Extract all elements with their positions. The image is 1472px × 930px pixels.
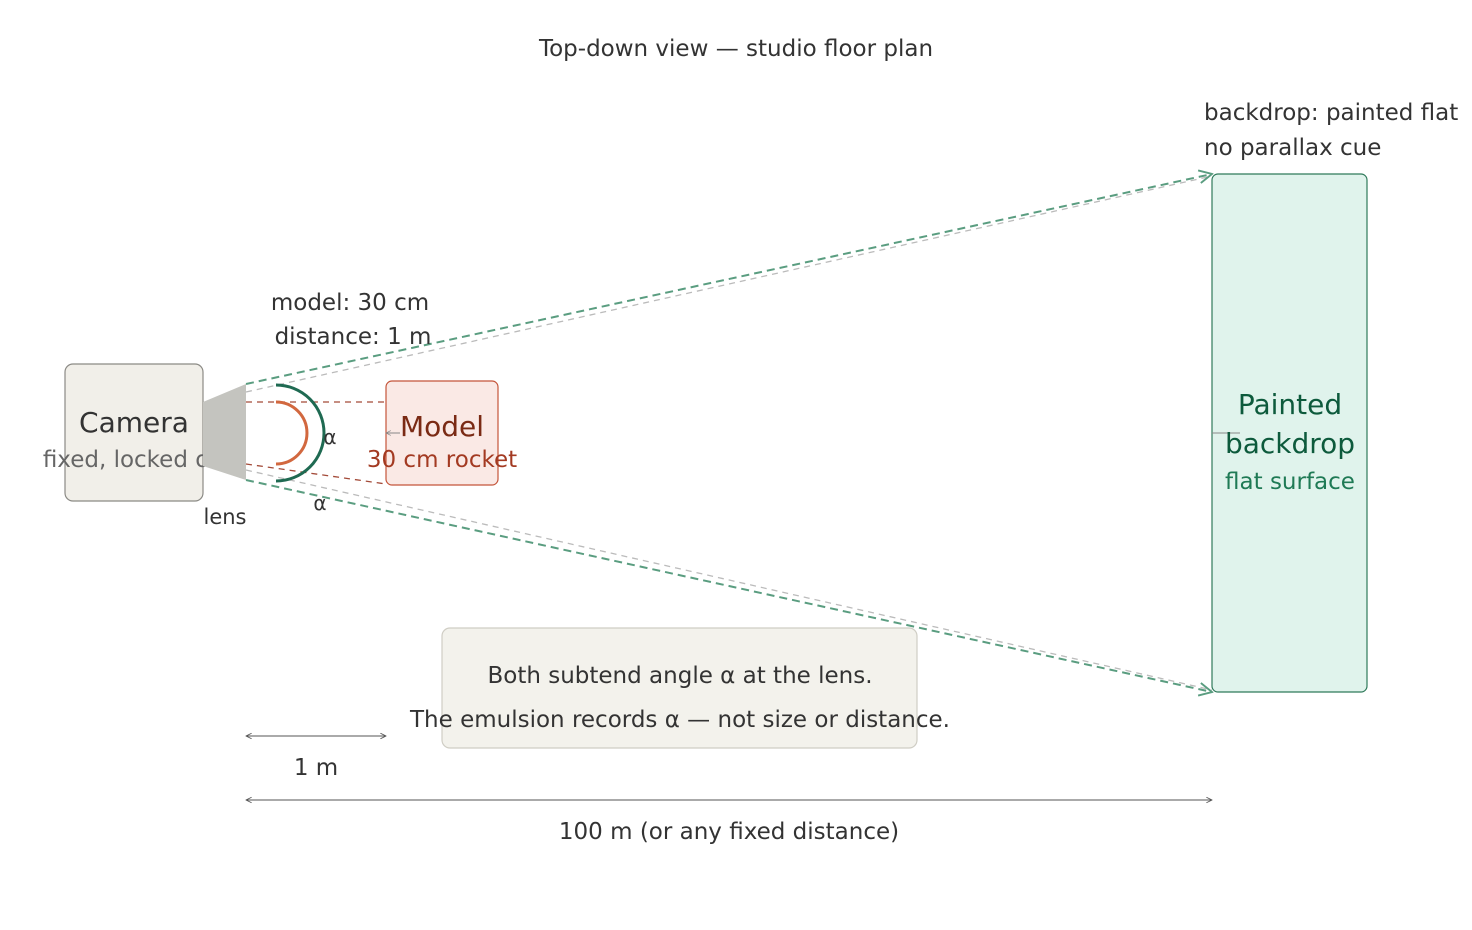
alpha-label-outer: α bbox=[313, 491, 326, 515]
dimension-1m-label: 1 m bbox=[294, 755, 338, 781]
model-label: Model bbox=[400, 410, 484, 443]
camera-label: Camera bbox=[79, 406, 189, 439]
gray-ray-bottom bbox=[245, 469, 1213, 691]
backdrop-label-line2: backdrop bbox=[1225, 427, 1355, 460]
backdrop-sublabel: flat surface bbox=[1225, 469, 1355, 495]
caption-line2: The emulsion records α — not size or dis… bbox=[409, 707, 950, 733]
backdrop-label-line1: Painted bbox=[1238, 388, 1342, 421]
backdrop-note-line1: backdrop: painted flat bbox=[1204, 100, 1458, 126]
gray-ray-top bbox=[245, 175, 1213, 393]
model-distance-spec: distance: 1 m bbox=[275, 324, 432, 350]
backdrop-note-line2: no parallax cue bbox=[1204, 135, 1381, 161]
caption-box bbox=[441, 627, 918, 749]
green-ray-bottom bbox=[245, 479, 1212, 692]
lens-shape bbox=[203, 384, 246, 480]
diagram-title: Top-down view — studio floor plan bbox=[538, 36, 933, 62]
lens-label: lens bbox=[203, 505, 246, 529]
dimension-100m-label: 100 m (or any fixed distance) bbox=[559, 819, 899, 845]
alpha-arc-outer bbox=[275, 383, 326, 483]
caption-line1: Both subtend angle α at the lens. bbox=[487, 663, 872, 689]
camera-sublabel: fixed, locked off bbox=[43, 447, 227, 473]
alpha-label-inner: α bbox=[323, 425, 336, 449]
alpha-arc-inner bbox=[275, 400, 309, 466]
green-ray-top bbox=[245, 174, 1212, 385]
red-ray-bottom bbox=[245, 463, 387, 485]
model-size-spec: model: 30 cm bbox=[271, 290, 429, 316]
model-sublabel: 30 cm rocket bbox=[367, 447, 517, 473]
